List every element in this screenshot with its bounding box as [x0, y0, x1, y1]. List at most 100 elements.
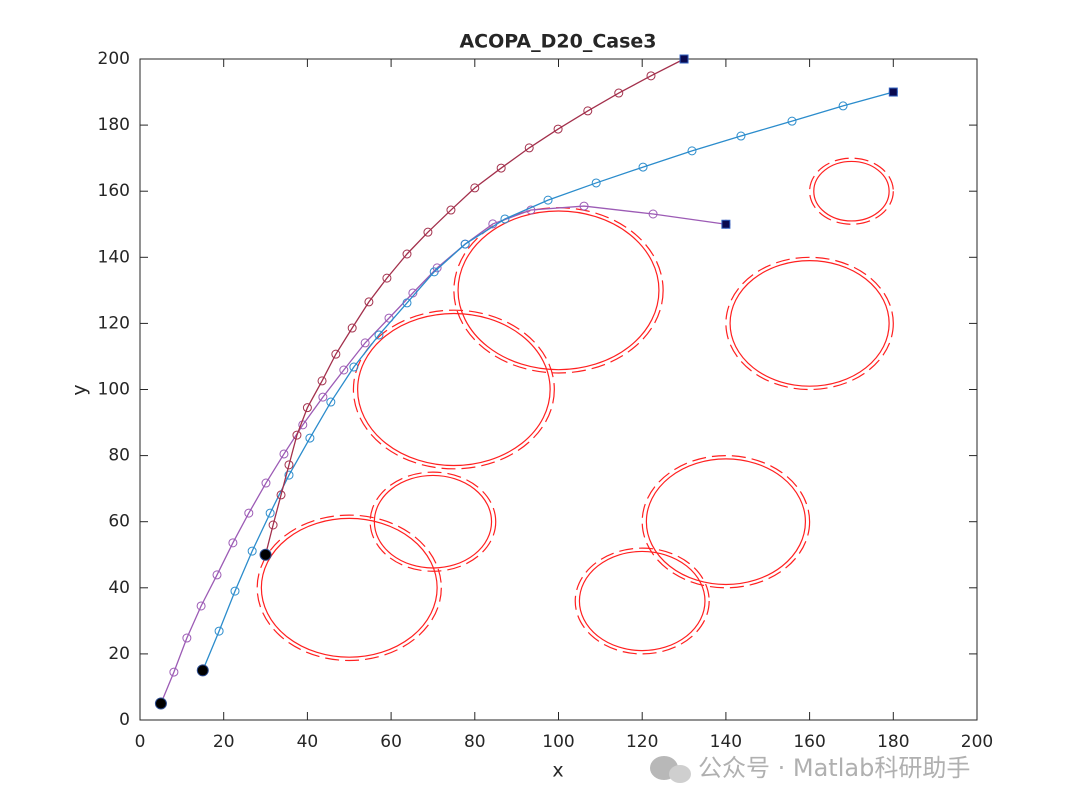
x-tick-label: 40	[297, 732, 319, 752]
trajectory-point	[284, 460, 294, 470]
trajectory-point	[423, 227, 433, 237]
y-tick-label: 80	[108, 446, 130, 466]
trajectory-point	[360, 338, 370, 348]
x-tick-label: 180	[877, 732, 909, 752]
trajectory-point	[402, 298, 412, 308]
trajectory-line	[264, 58, 685, 555]
trajectory-point	[687, 146, 697, 156]
trajectory-point	[326, 397, 336, 407]
trajectory-point	[292, 430, 302, 440]
obstacle	[578, 550, 706, 652]
obstacle	[373, 474, 493, 569]
y-tick-label: 0	[119, 710, 130, 730]
trajectory-line	[202, 91, 894, 671]
trajectory-point	[402, 249, 412, 259]
trajectory-point	[279, 449, 289, 459]
x-tick-label: 100	[542, 732, 574, 752]
trajectory-point	[524, 143, 534, 153]
y-tick-label: 200	[98, 49, 130, 69]
trajectory-point	[284, 470, 294, 480]
x-tick-label: 120	[626, 732, 658, 752]
trajectory-point	[646, 71, 656, 81]
obstacle	[260, 517, 438, 658]
obstacle	[357, 312, 551, 467]
trajectory-point	[838, 101, 848, 111]
trajectory-point	[305, 433, 315, 443]
trajectory-point	[182, 633, 192, 643]
trajectory-point	[339, 365, 349, 375]
trajectory-point	[500, 214, 510, 224]
end-point	[679, 54, 689, 64]
y-tick-label: 40	[108, 578, 130, 598]
obstacle-safety-margin	[809, 157, 894, 225]
trajectory-point	[228, 538, 238, 548]
start-point	[154, 697, 167, 710]
trajectory-point	[553, 124, 563, 134]
trajectory-point	[374, 330, 384, 340]
trajectory-point	[429, 267, 439, 277]
y-axis-label: y	[69, 384, 91, 395]
trajectory-point	[349, 362, 359, 372]
obstacle-safety-margin	[725, 256, 894, 391]
trajectory-point	[302, 403, 312, 413]
obstacle	[813, 160, 890, 222]
trajectory-point	[614, 88, 624, 98]
obstacle	[729, 260, 890, 387]
trajectory-point	[579, 201, 589, 211]
trajectory-point	[638, 162, 648, 172]
start-point	[259, 548, 272, 561]
trajectory-point	[244, 508, 254, 518]
obstacle-safety-margin	[641, 455, 811, 589]
trajectory-point	[648, 209, 658, 219]
y-tick-label: 120	[98, 313, 130, 333]
trajectory-point	[212, 570, 222, 580]
y-tick-label: 160	[98, 181, 130, 201]
x-tick-label: 160	[793, 732, 825, 752]
end-point	[888, 87, 898, 97]
trajectory-point	[317, 376, 327, 386]
trajectory-point	[265, 508, 275, 518]
y-tick-label: 20	[108, 644, 130, 664]
obstacle-safety-margin	[369, 471, 497, 572]
trajectory-point	[591, 178, 601, 188]
trajectory-line	[160, 205, 726, 704]
y-tick-label: 140	[98, 247, 130, 267]
trajectory-point	[230, 586, 240, 596]
x-tick-label: 200	[961, 732, 993, 752]
y-tick-label: 60	[108, 512, 130, 532]
trajectory-point	[736, 131, 746, 141]
obstacle	[457, 210, 660, 371]
trajectory-point	[787, 116, 797, 126]
start-point	[196, 664, 209, 677]
obstacle-safety-margin	[352, 309, 555, 470]
y-tick-label: 180	[98, 115, 130, 135]
trajectory-point	[446, 205, 456, 215]
end-point	[721, 219, 731, 229]
trajectory-point	[364, 297, 374, 307]
trajectory-point	[268, 520, 278, 530]
x-tick-label: 60	[380, 732, 402, 752]
watermark: 公众号 · Matlab科研助手	[698, 754, 970, 782]
trajectory-point	[496, 163, 506, 173]
obstacle-safety-margin	[256, 514, 442, 662]
x-tick-label: 0	[135, 732, 146, 752]
y-tick-label: 100	[98, 380, 130, 400]
trajectory-point	[196, 601, 206, 611]
x-tick-label: 140	[710, 732, 742, 752]
trajectory-point	[583, 106, 593, 116]
trajectory-point	[261, 478, 271, 488]
trajectory-point	[276, 490, 286, 500]
trajectory-point	[470, 183, 480, 193]
trajectory-point	[460, 239, 470, 249]
x-axis-label: x	[552, 760, 563, 782]
trajectory-point	[331, 349, 341, 359]
trajectory-point	[543, 195, 553, 205]
trajectory-point	[347, 323, 357, 333]
trajectory-point	[247, 546, 257, 556]
x-tick-label: 80	[464, 732, 486, 752]
trajectory-point	[169, 667, 179, 677]
trajectory-point	[214, 626, 224, 636]
trajectory-point	[318, 392, 328, 402]
